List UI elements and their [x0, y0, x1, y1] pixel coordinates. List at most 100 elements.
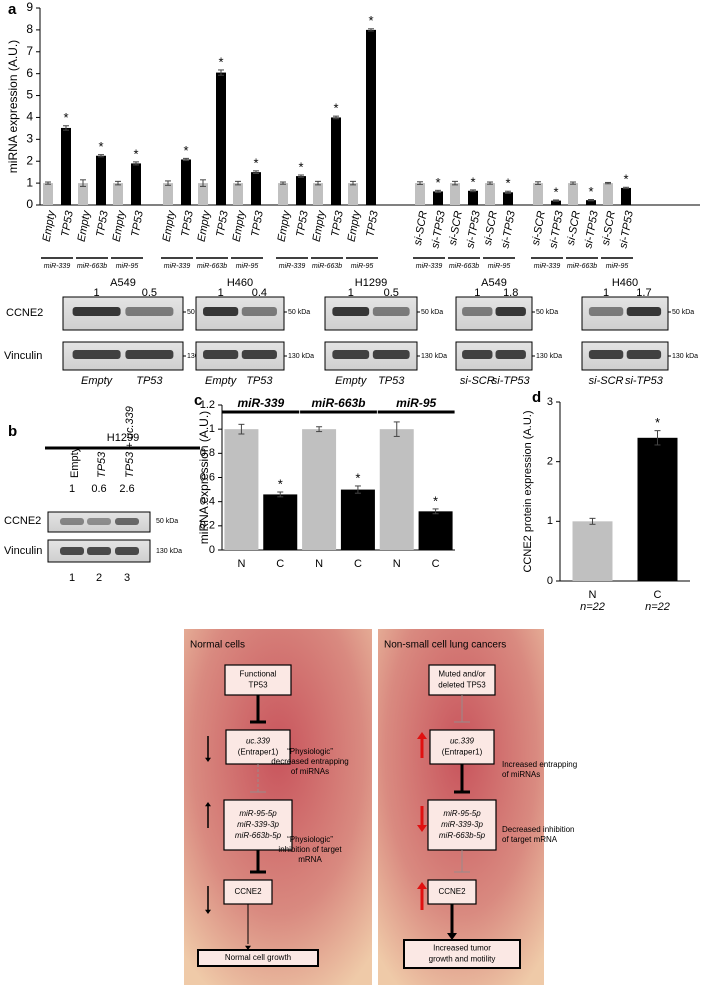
node-text: miR-339-3p — [237, 820, 279, 829]
x-tick-label: C — [354, 558, 362, 570]
note-text: mRNA — [298, 855, 322, 864]
bar — [603, 183, 613, 205]
bar — [78, 183, 88, 205]
bar — [468, 190, 478, 205]
group-label: miR-663b — [449, 263, 479, 270]
x-tick-label: C — [654, 589, 662, 601]
lane-label: Empty — [69, 446, 81, 478]
arrow-head — [205, 757, 211, 762]
bar — [586, 200, 596, 205]
quant-value: 1 — [69, 483, 75, 495]
bar — [233, 183, 243, 205]
y-tick-label: 0.8 — [200, 447, 215, 459]
panel-label: a — [8, 1, 17, 18]
y-tick-label: 4 — [26, 110, 33, 124]
bar — [379, 429, 414, 550]
node-text: miR-95-5p — [239, 809, 277, 818]
y-tick-label: 8 — [26, 22, 33, 36]
diagram-box — [225, 729, 291, 765]
significance-marker: * — [133, 146, 138, 161]
lane-label: Empty — [335, 375, 368, 387]
bar — [163, 183, 173, 205]
x-tick-label: TP53 — [294, 209, 311, 238]
blot-band — [72, 307, 121, 316]
significance-marker: * — [253, 155, 258, 170]
x-tick-label: N — [315, 558, 323, 570]
blot-band — [495, 307, 526, 316]
blot-band — [626, 350, 662, 359]
n-label: n=22 — [645, 601, 670, 613]
group-label: miR-339 — [44, 263, 71, 270]
bar — [113, 183, 123, 205]
x-tick-label: si-SCR — [447, 210, 465, 246]
lane-label: TP53 — [96, 451, 108, 478]
arrow-head — [205, 909, 211, 914]
bar — [572, 521, 613, 581]
quant-value: 1.8 — [503, 287, 518, 299]
x-tick-label: si-TP53 — [429, 209, 448, 249]
y-axis-label: CCNE2 protein expression (A.U.) — [522, 410, 534, 572]
x-tick-label: Empty — [76, 208, 93, 242]
significance-marker: * — [355, 470, 360, 485]
bar — [503, 192, 513, 205]
quant-value: 1 — [603, 287, 609, 299]
node-text: deleted TP53 — [438, 681, 486, 690]
y-axis-label: miRNA expression (A.U.) — [197, 411, 211, 544]
note-text: “Physiologic” — [287, 747, 333, 756]
node-text: miR-663b-5p — [439, 831, 486, 840]
lane-label: si-TP53 — [492, 375, 531, 387]
y-tick-label: 1 — [547, 515, 553, 527]
size-marker: 50 kDa — [156, 518, 178, 525]
quant-value: 1 — [474, 287, 480, 299]
arrow-head — [417, 732, 427, 739]
y-tick-label: 0 — [547, 575, 553, 587]
significance-marker: * — [470, 174, 475, 189]
quant-value: 1 — [348, 287, 354, 299]
y-tick-label: 3 — [547, 396, 553, 408]
significance-marker: * — [435, 175, 440, 190]
lane-label: Empty — [81, 375, 114, 387]
node-text: miR-339-3p — [441, 820, 483, 829]
node-text: growth and motility — [429, 955, 496, 964]
y-tick-label: 5 — [26, 88, 33, 102]
y-axis-label: miRNA expression (A.U.) — [6, 40, 20, 173]
row-label: Vinculin — [4, 545, 42, 557]
bar — [278, 183, 288, 205]
quant-value: 0.5 — [142, 287, 157, 299]
bar — [96, 155, 106, 205]
note-text: “Physiologic” — [287, 835, 333, 844]
blot-frame — [47, 511, 151, 533]
significance-marker: * — [623, 172, 628, 187]
blot-band — [495, 350, 526, 359]
significance-marker: * — [553, 184, 558, 199]
x-tick-label: TP53 — [364, 209, 381, 238]
blot-band — [588, 307, 624, 316]
quant-value: 1 — [94, 287, 100, 299]
blot-band — [241, 350, 277, 359]
x-tick-label: N — [237, 558, 245, 570]
x-tick-label: si-TP53 — [617, 209, 636, 249]
group-label: miR-95 — [351, 263, 374, 270]
y-tick-label: 9 — [26, 0, 33, 14]
cell-line: A549 — [481, 277, 507, 289]
row-label: CCNE2 — [6, 307, 43, 319]
blot-band — [60, 547, 84, 555]
x-tick-label: si-TP53 — [582, 209, 601, 249]
y-tick-label: 2 — [26, 153, 33, 167]
blot-band — [462, 350, 493, 359]
node-text: (Entraper1) — [442, 748, 483, 757]
size-marker: 130 kDa — [672, 353, 698, 360]
size-marker: 130 kDa — [288, 353, 314, 360]
node-text: CCNE2 — [234, 887, 262, 896]
x-tick-label: si-SCR — [600, 210, 618, 246]
bar — [433, 191, 443, 205]
size-marker: 50 kDa — [421, 309, 443, 316]
blot-band — [462, 307, 493, 316]
panel-label: d — [532, 389, 541, 406]
bar — [198, 183, 208, 205]
bar — [551, 200, 561, 205]
x-tick-label: Empty — [41, 208, 58, 242]
lane-label: TP53 — [378, 375, 405, 387]
arrow-head — [447, 933, 457, 940]
